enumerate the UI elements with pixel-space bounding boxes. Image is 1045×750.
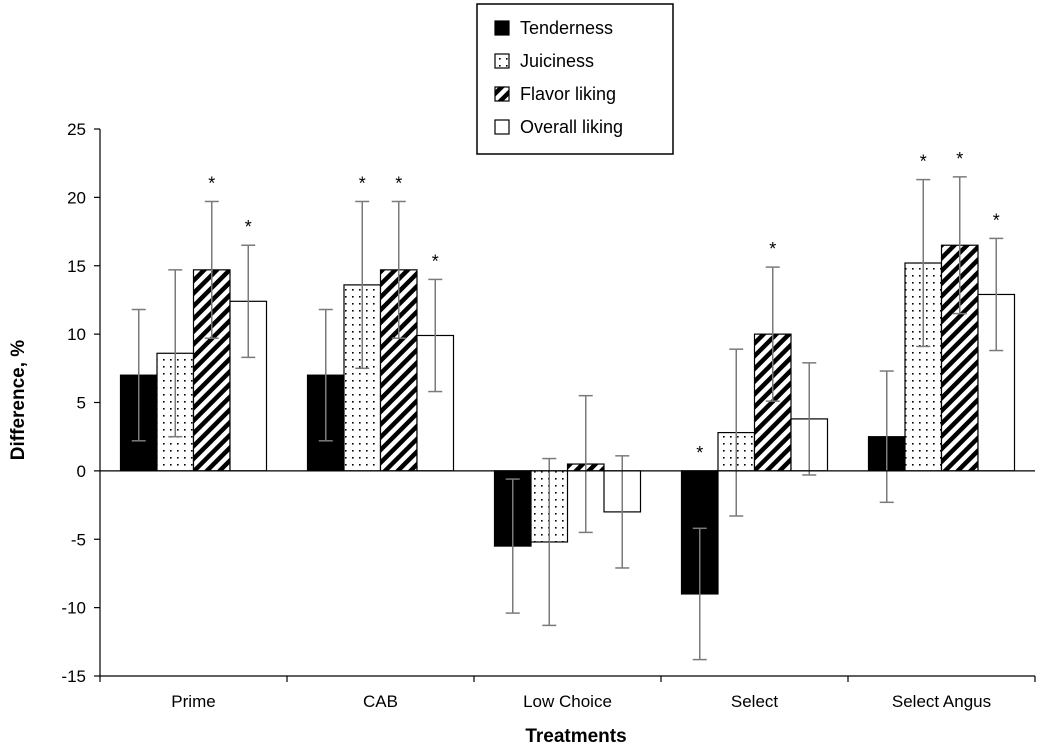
legend-label: Tenderness (520, 18, 613, 38)
y-tick-label: -15 (61, 667, 86, 686)
legend-swatch (494, 53, 510, 69)
y-axis-title: Difference, % (8, 340, 29, 460)
legend-label: Overall liking (520, 117, 623, 137)
significance-marker: * (432, 251, 439, 271)
x-axis-title: Treatments (525, 726, 626, 747)
y-tick-label: -10 (61, 599, 86, 618)
legend-label: Flavor liking (520, 84, 616, 104)
y-tick-label: 0 (77, 462, 86, 481)
axis-labels: Treatments Difference, % (8, 340, 627, 747)
y-tick-label: 10 (67, 325, 86, 344)
significance-marker: * (769, 239, 776, 259)
legend-box (476, 3, 674, 155)
y-tick-label: -5 (71, 530, 86, 549)
significance-marker: * (993, 210, 1000, 230)
significance-marker: * (395, 173, 402, 193)
legend-swatch (494, 86, 510, 102)
y-tick-label: 20 (67, 188, 86, 207)
significance-marker: * (208, 173, 215, 193)
x-tick-label: Low Choice (523, 692, 612, 711)
significance-marker: * (245, 217, 252, 237)
axes: -15 -10 -5 0 5 10 15 20 25 Prime CAB Low Choice Sele… (61, 120, 1036, 711)
x-tick-label: CAB (363, 692, 398, 711)
significance-marker: * (696, 443, 703, 463)
x-tick-label: Select Angus (892, 692, 991, 711)
y-tick-label: 15 (67, 257, 86, 276)
legend-swatch (494, 20, 510, 36)
y-tick-label: 5 (77, 394, 86, 413)
x-tick-label: Prime (171, 692, 215, 711)
x-tick-label: Select (731, 692, 779, 711)
significance-marker: * (956, 149, 963, 169)
bars: * * * * * * * * * * (119, 149, 1016, 661)
legend-label: Juiciness (520, 51, 594, 71)
legend: Tenderness Juiciness Flavor liking Overall … (476, 3, 674, 155)
y-tick-label: 25 (67, 120, 86, 139)
significance-marker: * (920, 152, 927, 172)
significance-marker: * (359, 173, 366, 193)
legend-swatch (494, 119, 510, 135)
